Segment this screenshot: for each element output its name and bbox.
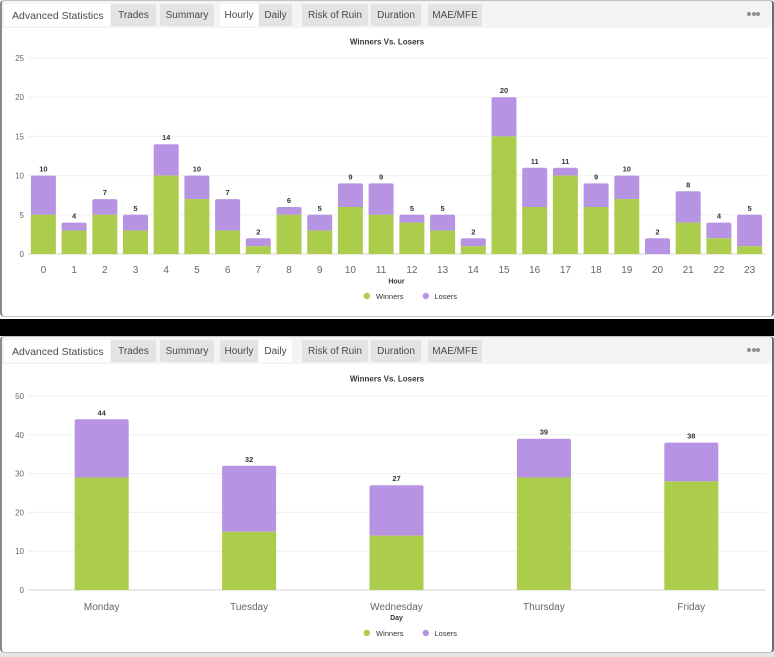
- svg-text:11: 11: [376, 265, 387, 276]
- svg-text:3: 3: [133, 265, 139, 276]
- svg-text:21: 21: [683, 265, 695, 276]
- svg-text:Tuesday: Tuesday: [230, 602, 268, 613]
- svg-text:5: 5: [20, 211, 25, 220]
- svg-text:Losers: Losers: [435, 292, 458, 301]
- svg-text:13: 13: [437, 265, 449, 276]
- svg-text:2: 2: [256, 227, 260, 236]
- svg-text:25: 25: [15, 54, 24, 63]
- svg-text:10: 10: [193, 165, 201, 174]
- svg-text:0: 0: [41, 265, 47, 276]
- svg-text:7: 7: [226, 188, 230, 197]
- svg-text:Monday: Monday: [84, 602, 120, 613]
- svg-text:5: 5: [318, 204, 322, 213]
- svg-text:50: 50: [15, 392, 24, 401]
- svg-text:32: 32: [245, 455, 253, 464]
- svg-text:2: 2: [655, 227, 659, 236]
- svg-text:11: 11: [531, 157, 539, 166]
- svg-text:Winners: Winners: [376, 629, 404, 638]
- svg-text:Thursday: Thursday: [523, 602, 565, 613]
- svg-text:5: 5: [410, 204, 414, 213]
- svg-text:44: 44: [98, 408, 107, 417]
- svg-text:Friday: Friday: [677, 602, 705, 613]
- svg-text:5: 5: [748, 204, 752, 213]
- svg-text:Winners Vs. Losers: Winners Vs. Losers: [350, 375, 425, 384]
- svg-text:1: 1: [71, 265, 77, 276]
- svg-text:11: 11: [561, 157, 569, 166]
- svg-text:9: 9: [317, 265, 323, 276]
- svg-text:10: 10: [623, 165, 631, 174]
- svg-text:Day: Day: [390, 615, 403, 622]
- svg-text:Hour: Hour: [388, 279, 405, 286]
- svg-text:20: 20: [15, 93, 24, 102]
- svg-text:4: 4: [717, 212, 722, 221]
- svg-text:Losers: Losers: [435, 629, 458, 638]
- svg-text:17: 17: [560, 265, 572, 276]
- svg-text:2: 2: [102, 265, 108, 276]
- svg-text:8: 8: [686, 180, 690, 189]
- svg-text:6: 6: [225, 265, 231, 276]
- svg-text:19: 19: [621, 265, 633, 276]
- svg-text:5: 5: [133, 204, 137, 213]
- svg-text:22: 22: [713, 265, 725, 276]
- svg-text:9: 9: [348, 172, 352, 181]
- svg-text:10: 10: [15, 172, 24, 181]
- svg-text:7: 7: [256, 265, 262, 276]
- svg-text:12: 12: [406, 265, 418, 276]
- svg-text:40: 40: [15, 431, 24, 440]
- svg-text:6: 6: [287, 196, 291, 205]
- svg-text:20: 20: [15, 508, 24, 517]
- svg-text:5: 5: [441, 204, 445, 213]
- svg-text:10: 10: [345, 265, 357, 276]
- svg-text:4: 4: [163, 265, 169, 276]
- svg-text:27: 27: [392, 474, 400, 483]
- svg-text:16: 16: [529, 265, 541, 276]
- svg-text:38: 38: [687, 432, 695, 441]
- svg-text:18: 18: [591, 265, 603, 276]
- svg-text:Wednesday: Wednesday: [370, 602, 423, 613]
- svg-text:0: 0: [20, 586, 25, 595]
- svg-text:Winners Vs. Losers: Winners Vs. Losers: [350, 38, 425, 47]
- svg-text:14: 14: [468, 265, 480, 276]
- svg-text:39: 39: [540, 428, 548, 437]
- svg-text:30: 30: [15, 470, 24, 479]
- svg-text:0: 0: [20, 250, 25, 259]
- svg-text:10: 10: [39, 165, 47, 174]
- svg-text:10: 10: [15, 547, 24, 556]
- svg-text:4: 4: [72, 212, 77, 221]
- svg-text:15: 15: [498, 265, 510, 276]
- svg-text:15: 15: [15, 132, 24, 141]
- svg-text:20: 20: [652, 265, 664, 276]
- svg-text:7: 7: [103, 188, 107, 197]
- svg-text:20: 20: [500, 86, 508, 95]
- svg-text:14: 14: [162, 133, 171, 142]
- svg-text:9: 9: [379, 172, 383, 181]
- svg-text:Winners: Winners: [376, 292, 404, 301]
- svg-text:8: 8: [286, 265, 292, 276]
- svg-text:23: 23: [744, 265, 756, 276]
- svg-text:2: 2: [471, 227, 475, 236]
- svg-text:9: 9: [594, 172, 598, 181]
- svg-text:5: 5: [194, 265, 200, 276]
